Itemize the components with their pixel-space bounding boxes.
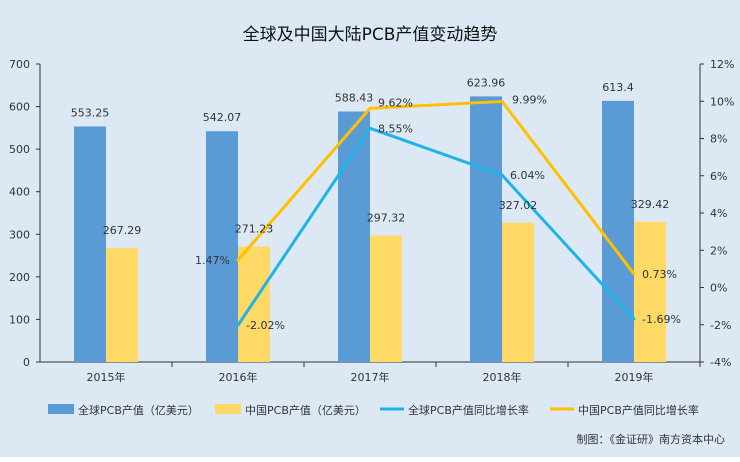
category-label: 2019年 <box>615 370 654 384</box>
left-tick-label: 400 <box>9 186 30 199</box>
left-tick-label: 700 <box>9 58 30 71</box>
line-group <box>236 99 636 327</box>
left-tick-label: 200 <box>9 271 30 284</box>
right-tick-label: 4% <box>710 207 727 220</box>
left-tick-label: 300 <box>9 228 30 241</box>
left-tick-label: 500 <box>9 143 30 156</box>
china-growth-point <box>368 106 372 110</box>
global-output-bar <box>470 96 502 363</box>
china-output-label: 267.29 <box>103 224 142 237</box>
global-output-bar <box>338 111 370 362</box>
right-tick-label: 12% <box>710 58 734 71</box>
global-output-bar <box>602 100 634 363</box>
category-labels: 2015年 2016年 2017年 2018年 2019年 <box>87 362 701 384</box>
global-growth-label: -1.69% <box>642 313 681 326</box>
source-note: 制图：《金证研》南方资本中心 <box>577 432 726 446</box>
right-tick-label: -2% <box>710 319 731 332</box>
legend-china-growth-label: 中国PCB产值同比增长率 <box>578 403 699 417</box>
global-growth-line <box>236 126 636 326</box>
china-growth-label: 9.99% <box>512 93 547 106</box>
global-growth-label: 6.04% <box>510 169 545 182</box>
global-growth-point <box>632 317 636 321</box>
global-growth-label: -2.02% <box>246 319 285 332</box>
global-output-label: 613.4 <box>602 81 634 94</box>
category-label: 2017年 <box>351 370 390 384</box>
legend-china-output-label: 中国PCB产值（亿美元） <box>245 403 366 417</box>
global-output-bar <box>74 126 106 362</box>
china-output-bar <box>238 246 270 362</box>
left-tick-label: 0 <box>23 356 30 369</box>
china-output-label: 329.42 <box>631 198 670 211</box>
china-growth-line <box>236 99 636 275</box>
right-tick-label: -4% <box>710 356 731 369</box>
legend-global-output-label: 全球PCB产值（亿美元） <box>78 403 199 417</box>
right-tick-label: 8% <box>710 133 727 146</box>
china-output-bar <box>106 248 138 362</box>
china-output-label: 271.23 <box>235 223 274 236</box>
china-output-bar <box>502 222 534 362</box>
global-growth-point <box>236 323 240 327</box>
china-growth-point <box>236 258 240 262</box>
china-growth-point <box>632 272 636 276</box>
china-output-bar <box>634 221 666 362</box>
left-tick-label: 100 <box>9 313 30 326</box>
legend-global-output-swatch <box>48 404 74 414</box>
global-output-label: 553.25 <box>71 106 110 119</box>
china-growth-label: 1.47% <box>195 254 230 267</box>
legend-global-growth-label: 全球PCB产值同比增长率 <box>408 403 529 417</box>
china-growth-label: 9.62% <box>378 96 413 109</box>
china-output-bar <box>370 235 402 362</box>
global-growth-point <box>500 173 504 177</box>
global-output-bar <box>206 131 238 362</box>
global-growth-label: 8.55% <box>378 122 413 135</box>
china-output-label: 297.32 <box>367 211 406 224</box>
data-labels: 553.25 542.07 588.43 623.96 613.4 267.29 271.2… <box>71 76 681 332</box>
global-output-label: 542.07 <box>203 111 242 124</box>
right-tick-label: 6% <box>710 170 727 183</box>
bar-group <box>74 96 666 363</box>
legend-china-output-swatch <box>215 404 241 414</box>
right-tick-label: 2% <box>710 244 727 257</box>
global-growth-point <box>368 126 372 130</box>
category-label: 2015年 <box>87 370 126 384</box>
left-tick-label: 600 <box>9 101 30 114</box>
left-axis-ticks: 0 100 200 300 400 500 600 700 <box>9 58 40 369</box>
china-output-label: 327.02 <box>499 199 538 212</box>
global-output-label: 623.96 <box>467 76 506 89</box>
category-label: 2016年 <box>219 370 258 384</box>
china-growth-point <box>500 99 504 103</box>
right-tick-label: 0% <box>710 282 727 295</box>
right-axis-ticks: -4% -2% 0% 2% 4% 6% 8% 10% 12% <box>700 58 734 369</box>
right-tick-label: 10% <box>710 95 734 108</box>
global-output-label: 588.43 <box>335 91 374 104</box>
category-label: 2018年 <box>483 370 522 384</box>
legend: 全球PCB产值（亿美元） 中国PCB产值（亿美元） 全球PCB产值同比增长率 中国PC… <box>48 403 699 417</box>
china-growth-label: 0.73% <box>642 268 677 281</box>
chart-title: 全球及中国大陆PCB产值变动趋势 <box>243 25 498 45</box>
